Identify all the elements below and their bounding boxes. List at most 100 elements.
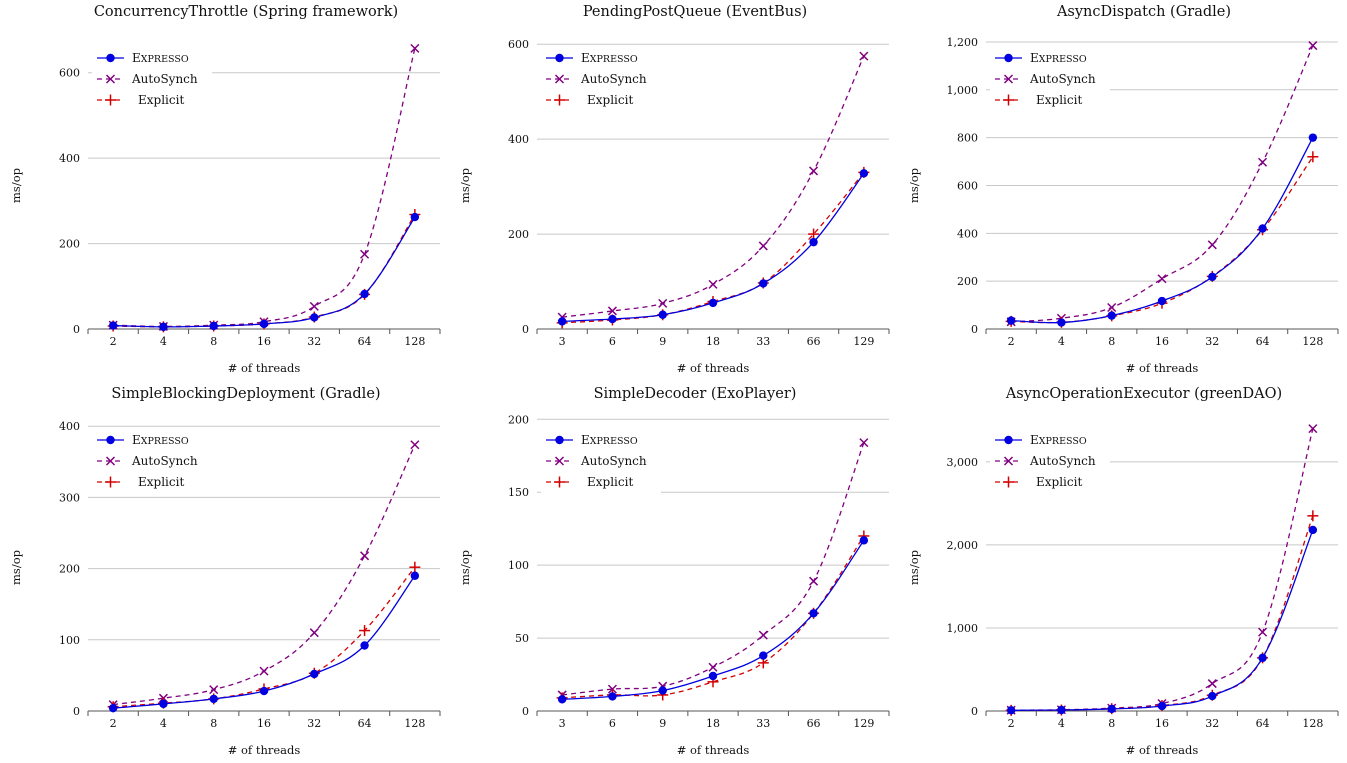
y-tick-label: 200 <box>957 275 978 288</box>
data-point-autosynch <box>607 684 617 694</box>
y-axis-label: ms/op <box>907 550 921 585</box>
data-point-autosynch <box>809 166 819 176</box>
data-point-expresso <box>557 695 567 704</box>
data-point-expresso <box>1258 224 1267 233</box>
chart-panel-async-operation-executor: AsyncOperationExecutor (greenDAO) 0 1,000 2… <box>898 382 1347 763</box>
legend-label-explicit: Explicit <box>138 475 184 489</box>
data-point-autosynch <box>1258 157 1268 167</box>
data-point-expresso <box>1057 705 1066 715</box>
x-tick-label: 6 <box>609 335 616 348</box>
chart-title: AsyncDispatch (Gradle) <box>1056 4 1231 20</box>
legend-label-expresso: EXPRESSO <box>132 433 189 447</box>
gridlines <box>537 43 889 235</box>
chart-title: SimpleBlockingDeployment (Gradle) <box>111 386 380 402</box>
y-tick-label: 50 <box>515 632 529 645</box>
x-axis-label: # of threads <box>1126 361 1199 375</box>
data-point-autosynch <box>410 440 420 450</box>
data-point-autosynch <box>1107 302 1117 313</box>
x-tick-label: 128 <box>1302 717 1323 730</box>
x-axis <box>87 328 441 334</box>
legend-label-autosynch: AutoSynch <box>131 72 198 86</box>
data-point-expresso <box>159 699 168 709</box>
data-point-expresso <box>859 536 869 545</box>
x-axis-label: # of threads <box>677 361 750 375</box>
data-point-autosynch <box>658 298 668 308</box>
data-point-expresso <box>1107 704 1116 714</box>
x-tick-label: 128 <box>1302 335 1323 348</box>
legend-marker-explicit <box>1003 94 1014 106</box>
y-tick-label: 400 <box>508 133 529 146</box>
series-expresso <box>557 536 869 704</box>
data-point-autosynch <box>360 249 370 259</box>
data-point-expresso <box>360 641 369 650</box>
x-tick-label: 16 <box>257 717 271 730</box>
series-expresso <box>1006 525 1318 715</box>
x-tick-label: 32 <box>307 717 321 730</box>
y-tick-label: 1,000 <box>947 622 979 635</box>
x-tick-label: 128 <box>404 335 425 348</box>
data-point-autosynch <box>309 628 319 638</box>
series-line-explicit <box>113 566 416 708</box>
legend-label-explicit: Explicit <box>587 475 633 489</box>
data-point-expresso <box>209 694 218 704</box>
series-expresso <box>108 212 420 332</box>
data-point-expresso <box>608 692 617 701</box>
y-axis-label: ms/op <box>458 550 472 585</box>
data-point-expresso <box>708 671 718 681</box>
y-tick-label: 600 <box>59 67 80 80</box>
x-tick-label: 64 <box>1256 335 1270 348</box>
line-chart: SimpleDecoder (ExoPlayer) 0 50 100 150 200 3 6 9… <box>458 386 890 757</box>
data-point-expresso <box>259 319 269 329</box>
legend-marker-expresso <box>555 53 564 63</box>
x-tick-label: 2 <box>1008 335 1015 348</box>
y-tick-label: 1,000 <box>947 84 979 97</box>
data-point-expresso <box>658 310 667 319</box>
y-tick-label: 2,000 <box>947 539 979 552</box>
y-tick-label: 200 <box>508 413 529 426</box>
chart-panel-concurrency-throttle: ConcurrencyThrottle (Spring framework) 0 2… <box>0 0 449 381</box>
legend-marker-explicit <box>1003 476 1014 488</box>
data-point-autosynch <box>708 662 718 672</box>
data-point-autosynch <box>607 306 617 316</box>
legend-label-autosynch: AutoSynch <box>580 454 647 468</box>
data-point-expresso <box>859 169 869 178</box>
y-tick-label: 0 <box>971 323 978 336</box>
x-tick-label: 3 <box>559 717 566 730</box>
data-point-autosynch <box>1308 424 1318 434</box>
y-tick-label: 100 <box>508 559 529 572</box>
legend: EXPRESSO AutoSynch Explicit <box>92 427 212 493</box>
legend: EXPRESSO AutoSynch Explicit <box>990 427 1110 493</box>
chart-panel-pending-post-queue: PendingPostQueue (EventBus) 0 200 400 600 3 6 9… <box>449 0 898 381</box>
legend-marker-autosynch <box>554 456 565 466</box>
x-axis-label: # of threads <box>1126 743 1199 757</box>
data-point-autosynch <box>859 51 869 61</box>
x-tick-label: 8 <box>210 717 217 730</box>
x-tick-label: 8 <box>1108 335 1115 348</box>
legend-label-explicit: Explicit <box>1036 93 1082 107</box>
y-tick-label: 3,000 <box>947 456 979 469</box>
y-tick-label: 0 <box>971 705 978 718</box>
data-point-expresso <box>410 571 420 580</box>
line-chart: ConcurrencyThrottle (Spring framework) 0 2… <box>9 4 441 375</box>
x-tick-label: 16 <box>257 335 271 348</box>
x-tick-label: 3 <box>559 335 566 348</box>
series-line-autosynch <box>562 55 865 318</box>
x-tick-label: 4 <box>1058 335 1065 348</box>
series-line-expresso <box>113 216 416 328</box>
x-tick-label: 18 <box>706 335 720 348</box>
y-tick-label: 0 <box>73 323 80 336</box>
data-point-expresso <box>108 321 118 330</box>
legend-label-expresso: EXPRESSO <box>1030 51 1087 65</box>
y-tick-label: 600 <box>957 179 978 192</box>
y-axis-label: ms/op <box>9 168 23 203</box>
data-point-autosynch <box>360 551 370 561</box>
data-point-autosynch <box>1207 240 1217 250</box>
data-point-expresso <box>1157 701 1167 711</box>
x-tick-label: 2 <box>1008 717 1015 730</box>
data-point-autosynch <box>209 685 219 695</box>
x-tick-label: 128 <box>404 717 425 730</box>
legend-label-autosynch: AutoSynch <box>1029 454 1096 468</box>
chart-title: ConcurrencyThrottle (Spring framework) <box>94 4 398 20</box>
data-point-autosynch <box>758 630 768 640</box>
data-point-expresso <box>360 289 369 299</box>
